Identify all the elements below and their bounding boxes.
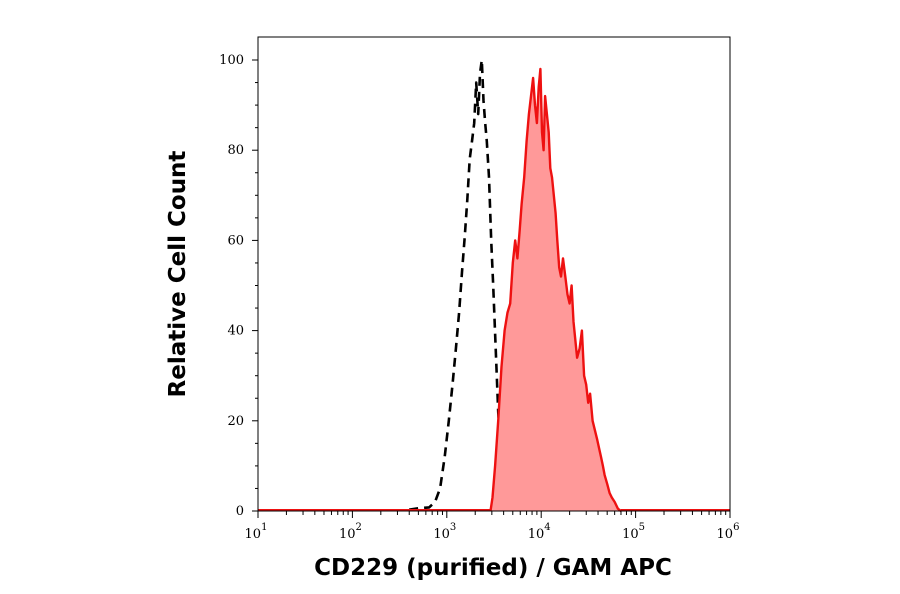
series-line — [489, 67, 622, 512]
x-tick-label: 105 — [622, 522, 645, 542]
x-tick-label: 102 — [339, 522, 362, 542]
x-tick-label: 103 — [433, 522, 456, 542]
y-tick-label: 60 — [227, 233, 244, 248]
x-tick-label: 106 — [717, 522, 740, 542]
y-tick-label: 80 — [227, 143, 244, 158]
y-axis-title: Relative Cell Count — [165, 151, 191, 398]
y-tick-label: 0 — [236, 504, 244, 519]
x-tick-label: 101 — [245, 522, 268, 542]
y-tick-label: 100 — [219, 53, 244, 68]
plot-area — [258, 58, 730, 512]
x-axis-title: CD229 (purified) / GAM APC — [314, 555, 672, 581]
x-tick-label: 104 — [528, 522, 551, 542]
series-fill — [258, 69, 621, 511]
y-tick-label: 20 — [227, 414, 244, 429]
axes: 0 20 40 60 80 100 101 102 103 104 105 106 — [219, 36, 740, 542]
plot-frame — [257, 36, 731, 512]
y-tick-label: 40 — [227, 324, 244, 339]
